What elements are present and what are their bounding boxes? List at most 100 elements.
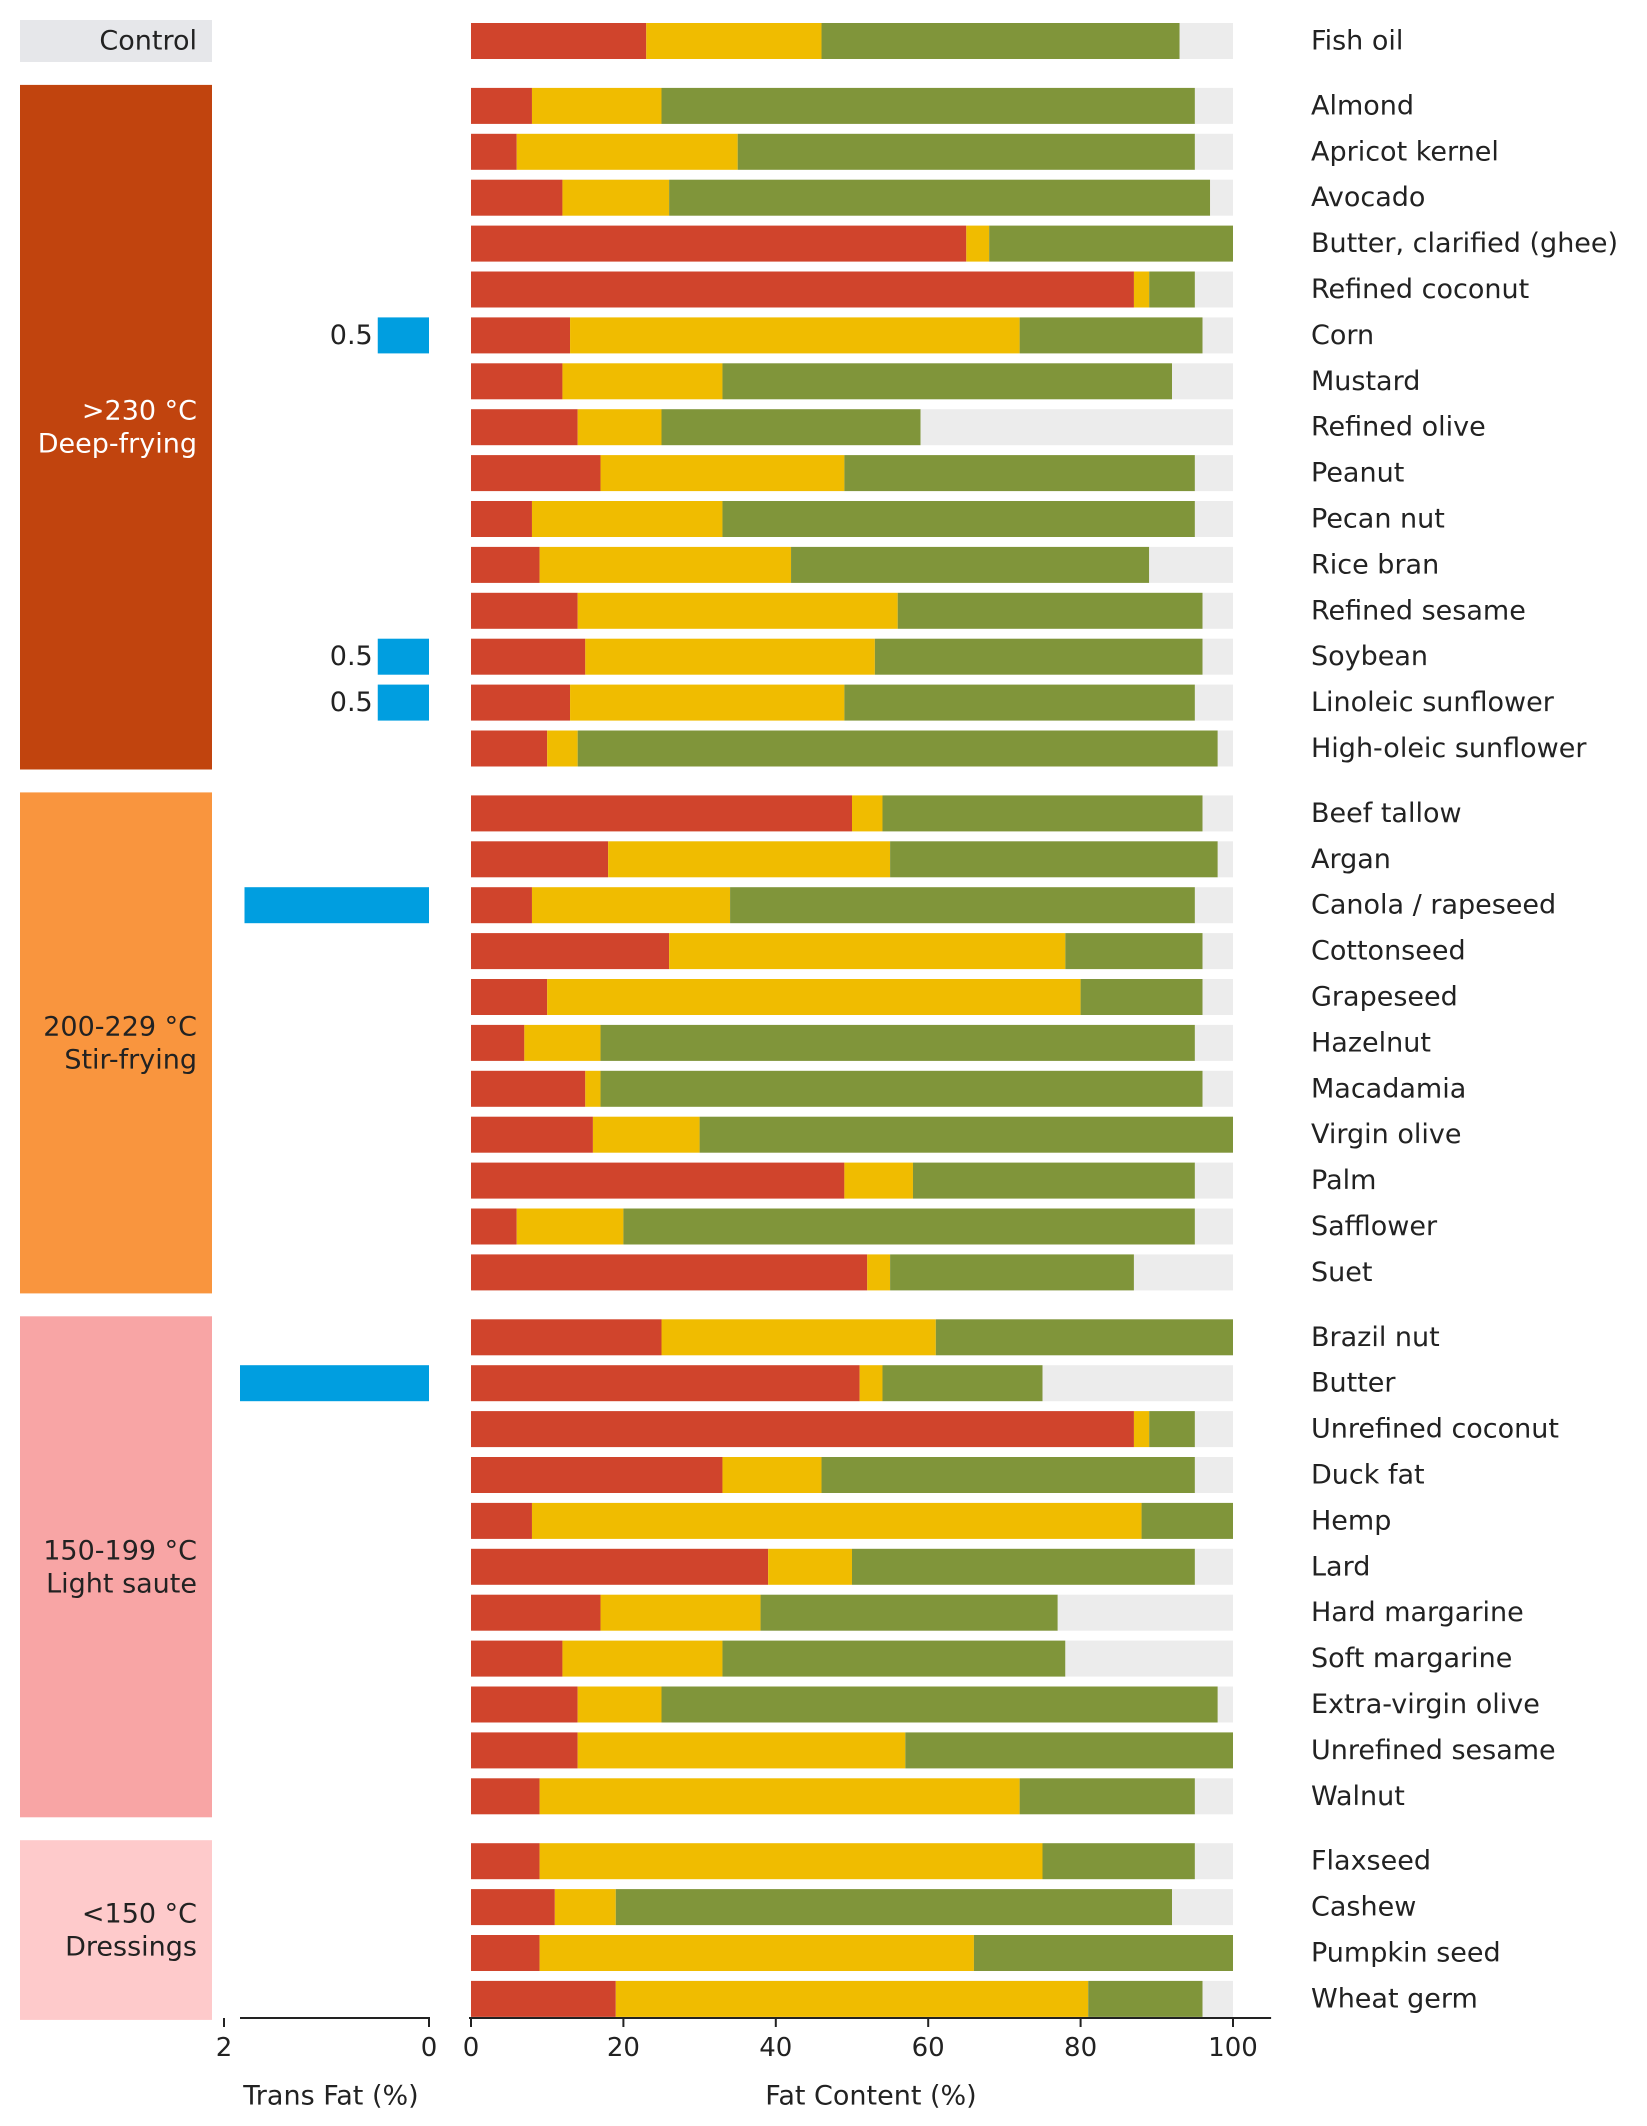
oil-label: Argan <box>1311 844 1391 875</box>
oil-label: Duck fat <box>1311 1460 1425 1491</box>
saturated-bar <box>471 1502 532 1539</box>
trans-fat-bar <box>377 638 429 675</box>
oil-label: Refined sesame <box>1311 595 1526 626</box>
saturated-bar <box>471 1319 662 1356</box>
monounsaturated-bar <box>669 179 1211 216</box>
bar-row <box>471 1594 1233 1631</box>
bar-row <box>471 638 1233 675</box>
saturated-bar <box>471 271 1134 308</box>
x-tick-label: 100 <box>1208 2033 1258 2063</box>
monounsaturated-bar <box>874 638 1203 675</box>
monounsaturated-bar <box>912 1162 1195 1199</box>
remainder-bar <box>1194 1548 1233 1585</box>
monounsaturated-bar <box>737 133 1195 170</box>
bar-row <box>471 1889 1233 1926</box>
remainder-bar <box>1194 271 1233 308</box>
monounsaturated-bar <box>615 1889 1173 1926</box>
bar-row <box>471 1208 1233 1245</box>
trans-fat-bars: 0.50.50.51.83.3 <box>240 317 429 1402</box>
monounsaturated-bar <box>897 592 1203 629</box>
saturated-bar <box>471 933 670 970</box>
trans-fat-tick-label: 2 <box>216 2033 233 2063</box>
polyunsaturated-bar <box>554 1889 616 1926</box>
monounsaturated-bar <box>890 1254 1134 1291</box>
oil-label: Refined coconut <box>1311 274 1529 305</box>
oil-label: Beef tallow <box>1311 798 1462 829</box>
monounsaturated-bar <box>882 1365 1043 1402</box>
oil-name-labels: Fish oil Almond Apricot kernel Avocado Butte… <box>1311 26 1618 2015</box>
group-sublabel: Stir-frying <box>64 1044 197 1075</box>
bar-row <box>471 1319 1233 1356</box>
bar-row <box>471 455 1233 492</box>
remainder-bar <box>1202 933 1233 970</box>
oil-label: Soft margarine <box>1311 1643 1512 1674</box>
saturated-bar <box>471 1254 868 1291</box>
group-label: <150 °C <box>82 1899 197 1930</box>
group-band <box>20 20 212 62</box>
oil-label: Soybean <box>1311 641 1428 672</box>
polyunsaturated-bar <box>615 1980 1089 2017</box>
remainder-bar <box>1202 795 1233 832</box>
monounsaturated-bar <box>722 501 1195 537</box>
polyunsaturated-bar <box>669 933 1066 970</box>
bar-row <box>471 1254 1233 1291</box>
oil-label: Avocado <box>1311 182 1425 213</box>
polyunsaturated-bar <box>539 1843 1043 1880</box>
saturated-bar <box>471 23 647 59</box>
bar-row <box>471 225 1233 262</box>
remainder-bar <box>1217 841 1233 878</box>
x-tick-label: 0 <box>463 2033 480 2063</box>
bar-row <box>471 887 1233 924</box>
bar-row <box>471 1502 1233 1539</box>
polyunsaturated-bar <box>562 363 723 400</box>
remainder-bar <box>1194 1208 1233 1245</box>
oil-label: Cottonseed <box>1311 936 1466 967</box>
polyunsaturated-bar <box>531 501 723 537</box>
polyunsaturated-bar <box>966 225 990 262</box>
monounsaturated-bar <box>1149 1411 1195 1448</box>
saturated-bar <box>471 1365 860 1402</box>
monounsaturated-bar <box>935 1319 1233 1356</box>
oil-label: Peanut <box>1311 458 1404 489</box>
bar-row <box>471 1640 1233 1677</box>
remainder-bar <box>1194 1162 1233 1199</box>
oil-label: Macadamia <box>1311 1073 1466 1104</box>
monounsaturated-bar <box>699 1116 1233 1153</box>
bar-row <box>471 1843 1233 1880</box>
saturated-bar <box>471 1640 563 1677</box>
saturated-bar <box>471 1843 540 1880</box>
saturated-bar <box>471 225 967 262</box>
group-band <box>20 84 212 770</box>
monounsaturated-bar <box>1149 271 1195 308</box>
saturated-bar <box>471 1070 586 1107</box>
monounsaturated-bar <box>623 1208 1195 1245</box>
trans-fat-bar <box>377 684 429 721</box>
oil-label: Butter, clarified (ghee) <box>1311 228 1618 259</box>
oil-label: Apricot kernel <box>1311 136 1499 167</box>
oil-label: Corn <box>1311 320 1374 351</box>
bar-row <box>471 684 1233 721</box>
remainder-bar <box>1194 1457 1233 1493</box>
polyunsaturated-bar <box>768 1548 852 1585</box>
oil-label: Extra-virgin olive <box>1311 1689 1540 1720</box>
polyunsaturated-bar <box>570 684 845 721</box>
oil-label: Unrefined coconut <box>1311 1414 1559 1445</box>
bar-row <box>471 841 1233 878</box>
saturated-bar <box>471 1116 593 1153</box>
monounsaturated-bar <box>1080 979 1203 1015</box>
remainder-bar <box>1194 501 1233 537</box>
remainder-bar <box>1194 1024 1233 1061</box>
oil-label: Hard margarine <box>1311 1597 1524 1628</box>
remainder-bar <box>1194 684 1233 721</box>
polyunsaturated-bar <box>577 1732 906 1769</box>
monounsaturated-bar <box>600 1024 1195 1061</box>
trans-fat-tick-label: 0 <box>421 2033 438 2063</box>
saturated-bar <box>471 133 517 170</box>
remainder-bar <box>1202 979 1233 1015</box>
group-label: 150-199 °C <box>43 1535 197 1566</box>
oil-label: Refined olive <box>1311 412 1486 443</box>
polyunsaturated-bar <box>661 1319 936 1356</box>
oil-label: Brazil nut <box>1311 1322 1440 1353</box>
